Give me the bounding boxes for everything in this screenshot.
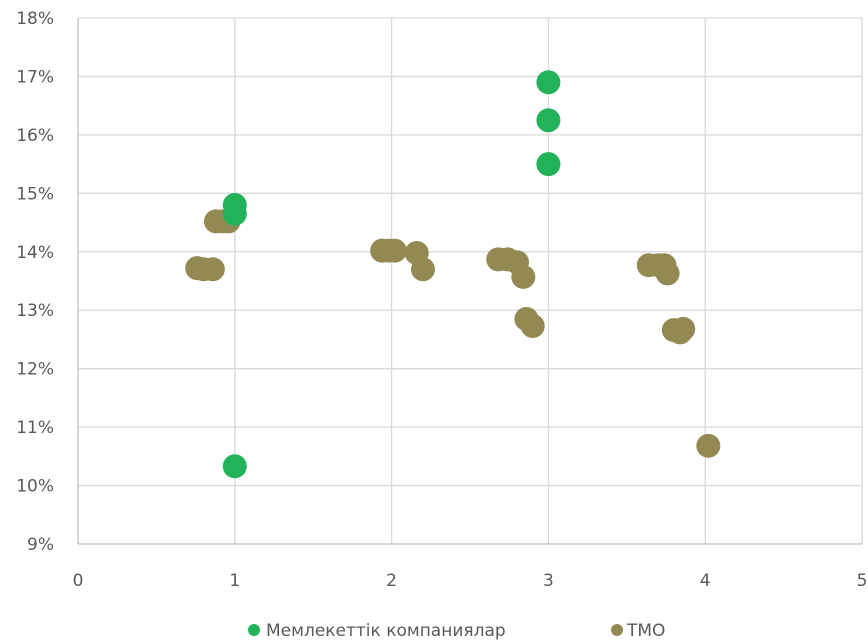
- legend: Мемлекеттік компаниялар ТМО: [248, 621, 665, 641]
- state-company-point: [536, 108, 561, 133]
- x-tick-label: 3: [543, 571, 554, 591]
- tmo-point: [410, 257, 435, 282]
- gridlines: [78, 17, 863, 544]
- tmo-point: [655, 261, 680, 286]
- legend-marker: [611, 624, 623, 636]
- y-tick-label: 10%: [16, 477, 54, 497]
- tmo-point: [511, 264, 536, 289]
- x-axis-ticks: 0 1 2 3 4 5: [73, 571, 868, 591]
- y-tick-label: 15%: [16, 184, 54, 204]
- y-tick-label: 11%: [16, 418, 54, 438]
- y-tick-label: 18%: [16, 9, 54, 29]
- axes: [77, 18, 862, 545]
- state-company-point: [536, 70, 561, 95]
- x-tick-label: 2: [386, 571, 397, 591]
- y-tick-label: 13%: [16, 301, 54, 321]
- data-points: [185, 70, 721, 479]
- y-tick-label: 14%: [16, 243, 54, 263]
- legend-marker: [248, 624, 260, 636]
- state-company-point: [222, 454, 247, 479]
- y-tick-label: 9%: [27, 535, 54, 555]
- legend-label: ТМО: [626, 621, 665, 641]
- tmo-point: [696, 433, 721, 458]
- x-tick-label: 4: [700, 571, 711, 591]
- tmo-point: [382, 238, 407, 263]
- y-tick-label: 12%: [16, 360, 54, 380]
- y-tick-label: 16%: [16, 126, 54, 146]
- tmo-point: [671, 316, 696, 341]
- state-company-point: [536, 152, 561, 177]
- x-tick-label: 1: [229, 571, 240, 591]
- y-axis-ticks: 9% 10% 11% 12% 13% 14% 15% 16% 17% 18%: [16, 9, 54, 555]
- tmo-point: [520, 314, 545, 339]
- x-tick-label: 0: [73, 571, 84, 591]
- tmo-point: [200, 257, 225, 282]
- y-tick-label: 17%: [16, 67, 54, 87]
- legend-label: Мемлекеттік компаниялар: [266, 621, 506, 641]
- x-tick-label: 5: [857, 571, 868, 591]
- state-company-point: [222, 201, 247, 226]
